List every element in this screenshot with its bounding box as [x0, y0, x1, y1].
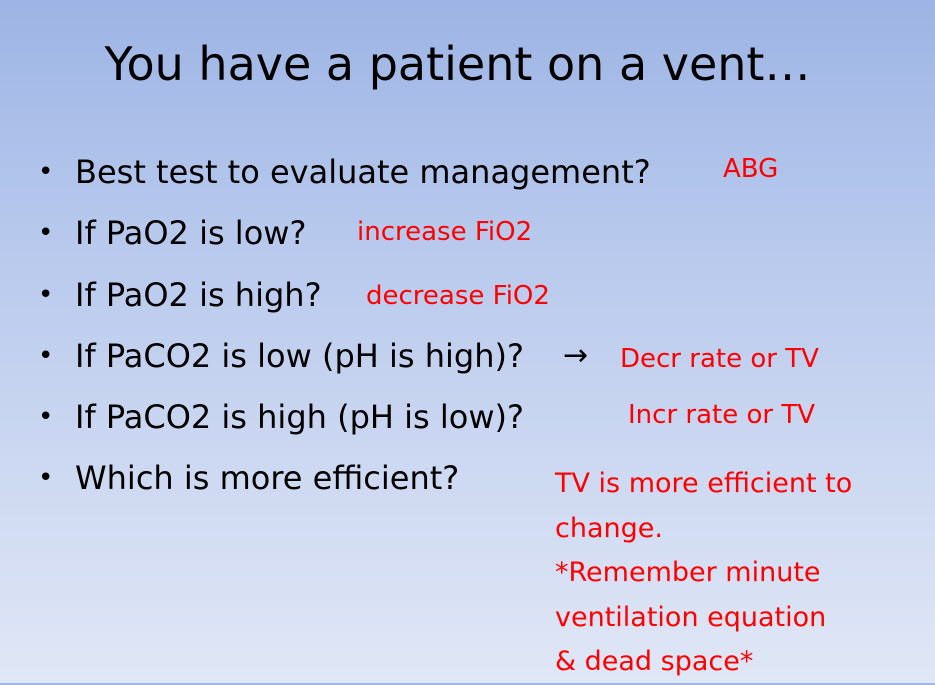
answer-line: change. [555, 512, 663, 544]
bullet-icon: • [38, 402, 54, 432]
answer-line: *Remember minute [555, 557, 821, 588]
bullet-icon: • [38, 218, 54, 248]
answer-line: ventilation equation [555, 601, 827, 633]
question-text: If PaCO2 is high (pH is low)? [75, 398, 524, 436]
arrow-right-icon: → [563, 338, 589, 373]
question-text: If PaCO2 is low (pH is high)? [75, 337, 524, 375]
answer-line: & dead space* [555, 646, 754, 677]
question-text: Which is more efficient? [75, 459, 460, 497]
answer-text: Decr rate or TV [620, 344, 819, 374]
question-text: If PaO2 is low? [75, 214, 307, 252]
question-text: If PaO2 is high? [75, 276, 322, 314]
slide-title: You have a patient on a vent… [104, 37, 811, 91]
answer-line: TV is more efficient to [555, 468, 853, 499]
answer-text: increase FiO2 [357, 217, 533, 247]
answer-text: ABG [723, 154, 779, 184]
question-text: Best test to evaluate management? [75, 153, 651, 191]
bullet-icon: • [38, 280, 54, 310]
answer-text: decrease FiO2 [366, 281, 550, 311]
bullet-icon: • [38, 157, 54, 187]
efficiency-answer: TV is more efficient to change. *Remembe… [555, 462, 852, 685]
bullet-icon: • [38, 341, 54, 371]
answer-text: Incr rate or TV [628, 400, 816, 430]
bullet-icon: • [38, 463, 54, 493]
